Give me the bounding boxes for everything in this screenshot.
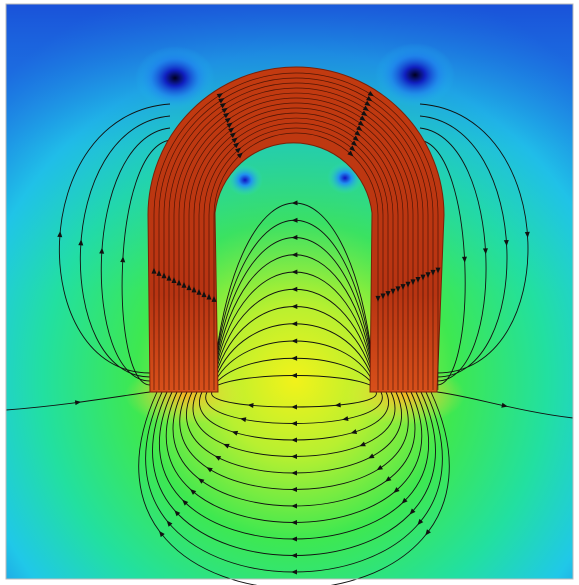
page: (() => { const NS = 'http://www.w3.org/2… bbox=[0, 0, 579, 585]
null-point bbox=[375, 43, 455, 107]
field-visualization bbox=[0, 0, 579, 585]
